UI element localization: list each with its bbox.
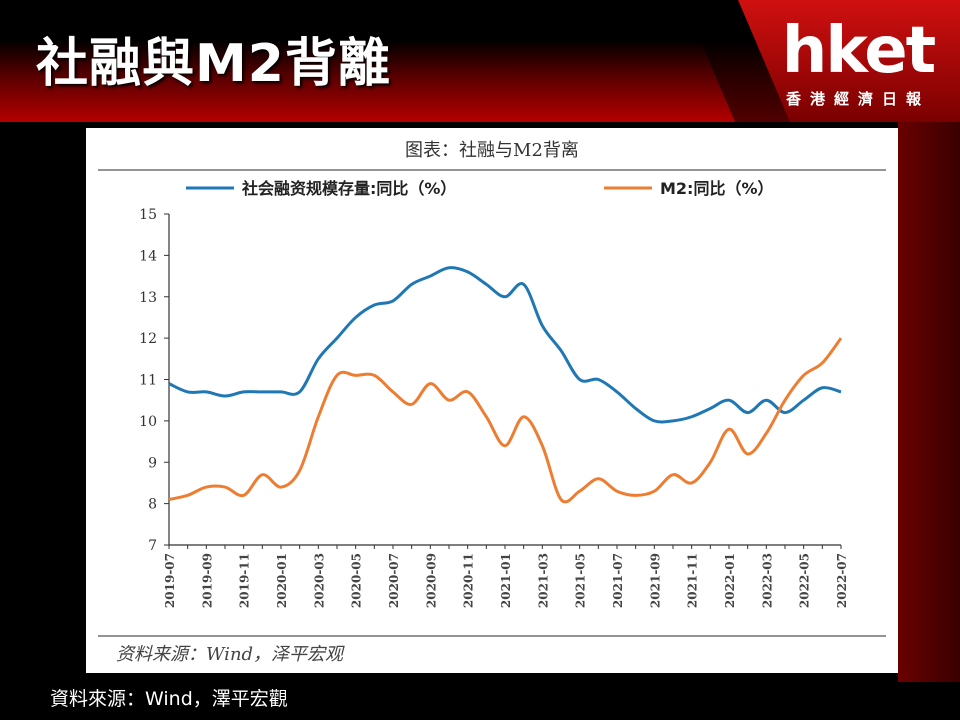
x-tick-label: 2021-03 xyxy=(536,553,550,608)
y-tick-label: 7 xyxy=(148,538,157,554)
x-tick-label: 2020-11 xyxy=(462,553,476,608)
source-caption: 資料來源：Wind，澤平宏觀 xyxy=(50,688,288,710)
y-tick-label: 14 xyxy=(139,248,157,264)
x-tick-label: 2019-09 xyxy=(200,553,214,608)
x-tick-label: 2021-01 xyxy=(499,553,513,608)
chart-plot-area xyxy=(168,266,843,504)
logo-wordmark: hket xyxy=(781,14,936,88)
x-tick-label: 2020-01 xyxy=(275,553,289,608)
x-tick-label: 2020-07 xyxy=(387,553,401,608)
y-tick-label: 13 xyxy=(139,290,157,306)
x-tick-label: 2022-03 xyxy=(760,553,774,608)
x-tick-label: 2021-09 xyxy=(648,553,662,608)
y-tick-label: 11 xyxy=(139,373,157,389)
series-line-1 xyxy=(168,266,842,424)
line-chart: 图表：社融与M2背离 资料来源：Wind，泽平宏观 社会融资规模存量:同比（%）… xyxy=(98,140,886,665)
x-tick-label: 2019-11 xyxy=(238,553,252,608)
x-tick-label: 2020-03 xyxy=(312,553,326,608)
y-tick-label: 10 xyxy=(139,414,157,430)
y-tick-label: 8 xyxy=(148,497,157,513)
legend-label-2: M2:同比（%） xyxy=(660,179,774,198)
logo-subtitle: 香港經濟日報 xyxy=(785,90,930,108)
x-tick-label: 2022-07 xyxy=(835,553,849,608)
x-tick-label: 2022-05 xyxy=(798,553,812,608)
y-tick-label: 12 xyxy=(139,331,157,347)
x-tick-label: 2020-05 xyxy=(350,553,364,608)
x-tick-label: 2019-07 xyxy=(163,553,177,608)
x-tick-label: 2021-05 xyxy=(574,553,588,608)
y-tick-label: 9 xyxy=(148,455,157,471)
slide-title: 社融與M2背離 xyxy=(36,34,391,94)
chart-axes: 7 8 9 10 11 12 13 14 15 2019-07 2019-09 2019-11 2020… xyxy=(139,207,849,608)
chart-legend: 社会融资规模存量:同比（%） M2:同比（%） xyxy=(186,179,774,198)
y-tick-label: 15 xyxy=(139,207,157,223)
hket-logo: hket 香港經濟日報 xyxy=(768,12,948,112)
x-tick-label: 2021-11 xyxy=(686,553,700,608)
x-tick-label: 2021-07 xyxy=(611,553,625,608)
x-tick-label: 2020-09 xyxy=(424,553,438,608)
chart-source-note: 资料来源：Wind，泽平宏观 xyxy=(116,644,345,665)
chart-title: 图表：社融与M2背离 xyxy=(405,140,579,161)
x-tick-label: 2022-01 xyxy=(723,553,737,608)
chart-panel: 图表：社融与M2背离 资料来源：Wind，泽平宏观 社会融资规模存量:同比（%）… xyxy=(86,128,898,673)
series-line-2 xyxy=(168,337,843,504)
legend-label-1: 社会融资规模存量:同比（%） xyxy=(241,179,456,198)
